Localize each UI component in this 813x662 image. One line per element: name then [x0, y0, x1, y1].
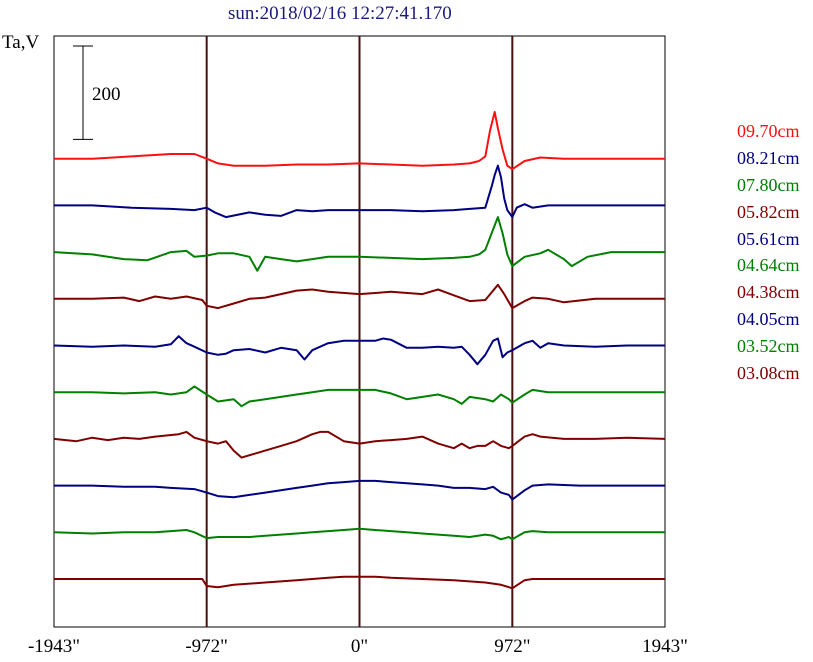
- series-line-09.70cm: [54, 111, 665, 171]
- legend: 09.70cm 08.21cm 07.80cm 05.82cm 05.61cm 04.64…: [737, 118, 800, 387]
- legend-item: 09.70cm: [737, 121, 800, 141]
- x-tick-label: -1943": [27, 636, 81, 657]
- series-line-05.82cm: [54, 283, 665, 310]
- legend-item: 03.08cm: [737, 363, 800, 384]
- scale-bar-label: 200: [92, 84, 121, 105]
- series-line-03.08cm: [54, 575, 665, 590]
- legend-item: 08.21cm: [737, 147, 800, 168]
- x-tick-label: -972": [185, 636, 228, 657]
- series-line-07.80cm: [53, 216, 665, 272]
- legend-item: 04.38cm: [737, 282, 800, 303]
- legend-item: 05.61cm: [737, 228, 800, 249]
- series-line-04.38cm: [53, 430, 666, 459]
- series-line-04.64cm: [54, 385, 665, 408]
- series-line-08.21cm: [54, 164, 665, 219]
- legend-item: 04.64cm: [737, 255, 800, 276]
- series-line-04.05cm: [54, 479, 665, 501]
- series-line-03.52cm: [53, 527, 665, 541]
- legend-item: 07.80cm: [737, 174, 800, 195]
- legend-item: 03.52cm: [737, 336, 800, 357]
- x-tick-label: 1943": [642, 636, 688, 657]
- x-tick-label: 972": [494, 636, 531, 657]
- y-axis-label: Ta,V: [2, 32, 40, 53]
- chart-title: sun:2018/02/16 12:27:41.170: [228, 3, 452, 24]
- series-line-05.61cm: [53, 335, 665, 366]
- legend-item: 05.82cm: [737, 201, 800, 222]
- legend-item: 04.05cm: [737, 309, 800, 330]
- x-tick-label: 0": [350, 636, 369, 657]
